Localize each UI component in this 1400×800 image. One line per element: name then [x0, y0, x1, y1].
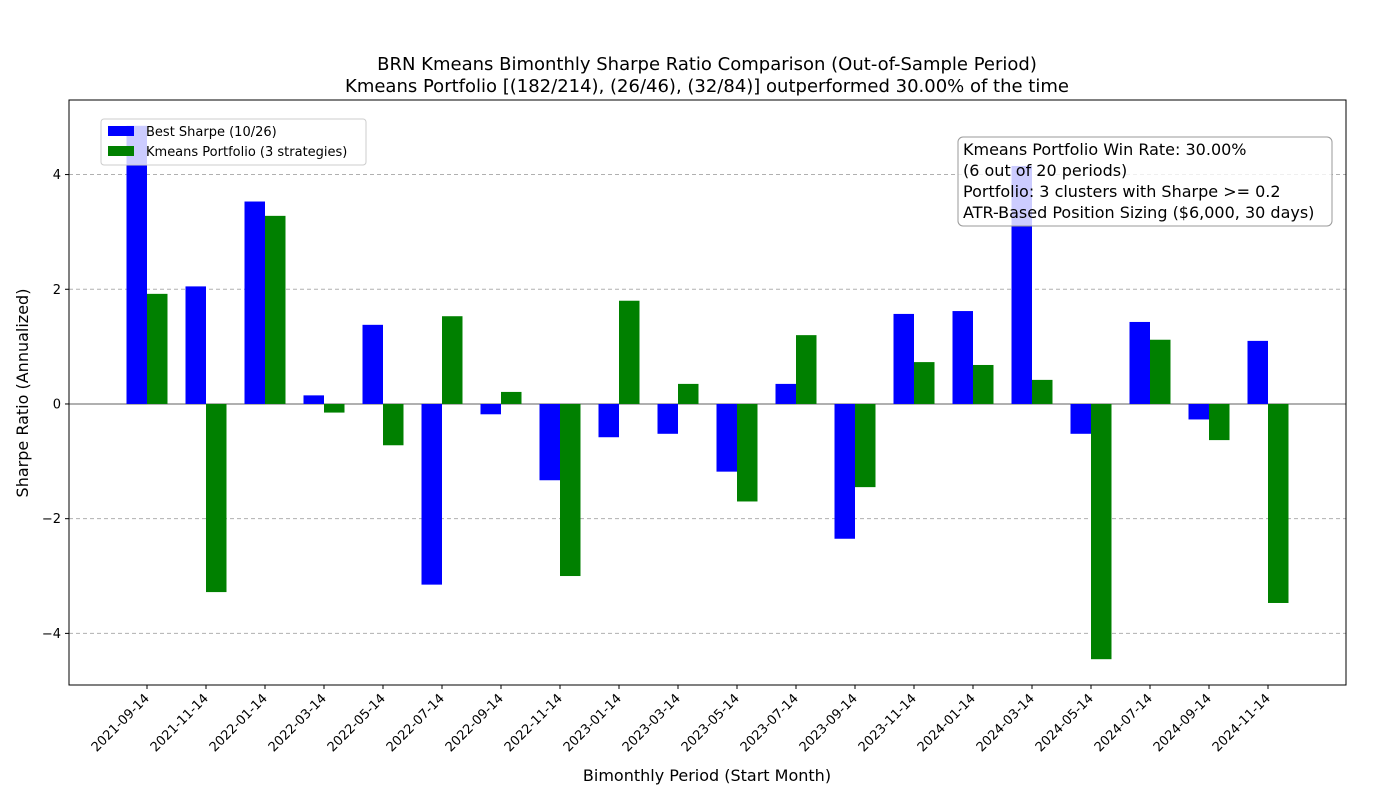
bar-best-sharpe [421, 403, 442, 585]
bar-kmeans-portfolio [1150, 339, 1171, 404]
info-line-position-sizing: ATR-Based Position Sizing ($6,000, 30 da… [963, 203, 1314, 222]
x-tick-label: 2022-01-14 [207, 691, 271, 755]
bar-kmeans-portfolio [796, 335, 817, 404]
x-tick-label: 2022-09-14 [443, 691, 507, 755]
bar-kmeans-portfolio [501, 391, 522, 404]
y-axis-ticks: −4 −2 0 2 4 [42, 168, 69, 642]
x-tick-label: 2022-03-14 [266, 691, 330, 755]
x-tick-label: 2022-11-14 [502, 691, 566, 755]
x-tick-label: 2024-11-14 [1210, 691, 1274, 755]
bar-best-sharpe [244, 201, 265, 404]
bar-kmeans-portfolio [1091, 403, 1112, 660]
chart-title-line1: BRN Kmeans Bimonthly Sharpe Ratio Compar… [377, 54, 1037, 75]
bar-best-sharpe [539, 403, 560, 481]
bar-kmeans-portfolio [147, 293, 168, 404]
x-tick-label: 2021-09-14 [89, 691, 153, 755]
bar-best-sharpe [1188, 403, 1209, 420]
x-tick-label: 2024-03-14 [974, 691, 1038, 755]
bar-best-sharpe [893, 313, 914, 404]
info-line-periods: (6 out of 20 periods) [963, 161, 1127, 180]
bar-kmeans-portfolio [1268, 403, 1289, 603]
y-tick-label: −4 [42, 627, 61, 642]
bar-kmeans-portfolio [914, 362, 935, 404]
bar-kmeans-portfolio [678, 383, 699, 404]
bar-best-sharpe [716, 403, 737, 472]
bar-best-sharpe [775, 383, 796, 404]
bar-kmeans-portfolio [324, 403, 345, 413]
x-tick-label: 2024-01-14 [915, 691, 979, 755]
bar-best-sharpe [303, 395, 324, 404]
bar-kmeans-portfolio [442, 316, 463, 404]
x-tick-label: 2023-11-14 [856, 691, 920, 755]
info-box [957, 136, 1333, 227]
x-tick-label: 2023-03-14 [620, 691, 684, 755]
legend-swatch-best-sharpe [108, 126, 134, 136]
y-axis-label: Sharpe Ratio (Annualized) [13, 289, 32, 498]
bar-kmeans-portfolio [855, 403, 876, 488]
bar-best-sharpe [1247, 340, 1268, 404]
info-annotation: Kmeans Portfolio Win Rate: 30.00% (6 out… [957, 136, 1333, 227]
x-tick-label: 2023-07-14 [738, 691, 802, 755]
x-tick-label: 2024-07-14 [1092, 691, 1156, 755]
chart-title-line2: Kmeans Portfolio [(182/214), (26/46), (3… [345, 76, 1069, 97]
legend: Best Sharpe (10/26) Kmeans Portfolio (3 … [100, 118, 367, 166]
x-tick-label: 2021-11-14 [148, 691, 212, 755]
info-line-win-rate: Kmeans Portfolio Win Rate: 30.00% [963, 140, 1247, 159]
bar-best-sharpe [1129, 321, 1150, 404]
bar-kmeans-portfolio [383, 403, 404, 446]
bar-best-sharpe [362, 324, 383, 404]
y-tick-label: 0 [53, 397, 61, 412]
bar-kmeans-portfolio [1032, 379, 1053, 404]
bar-kmeans-portfolio [737, 403, 758, 502]
bar-kmeans-portfolio [619, 300, 640, 404]
y-tick-label: 4 [53, 168, 61, 183]
legend-box [100, 118, 367, 166]
x-tick-label: 2023-09-14 [797, 691, 861, 755]
x-tick-label: 2024-05-14 [1033, 691, 1097, 755]
bar-best-sharpe [185, 286, 206, 404]
bar-best-sharpe [1070, 403, 1091, 434]
x-axis-label: Bimonthly Period (Start Month) [583, 766, 831, 785]
bar-kmeans-portfolio [206, 403, 227, 593]
legend-swatch-kmeans-portfolio [108, 146, 134, 156]
x-tick-label: 2022-05-14 [325, 691, 389, 755]
bar-best-sharpe [834, 403, 855, 539]
bar-kmeans-portfolio [560, 403, 581, 577]
plot-frame [68, 99, 1347, 686]
bar-kmeans-portfolio [1209, 403, 1230, 441]
x-tick-label: 2022-07-14 [384, 691, 448, 755]
info-line-portfolio: Portfolio: 3 clusters with Sharpe >= 0.2 [963, 182, 1281, 201]
bar-best-sharpe [126, 125, 147, 404]
bar-best-sharpe [598, 403, 619, 438]
x-axis-ticks: 2021-09-142021-11-142022-01-142022-03-14… [89, 685, 1274, 755]
legend-label-kmeans-portfolio: Kmeans Portfolio (3 strategies) [146, 145, 347, 160]
bar-kmeans-portfolio [973, 364, 994, 404]
y-tick-label: −2 [42, 512, 61, 527]
x-tick-label: 2024-09-14 [1151, 691, 1215, 755]
x-tick-label: 2023-01-14 [561, 691, 625, 755]
x-tick-label: 2023-05-14 [679, 691, 743, 755]
bar-best-sharpe [480, 403, 501, 415]
bar-best-sharpe [952, 311, 973, 404]
y-tick-label: 2 [53, 283, 61, 298]
bar-kmeans-portfolio [265, 215, 286, 404]
legend-label-best-sharpe: Best Sharpe (10/26) [146, 125, 277, 140]
bar-best-sharpe [657, 403, 678, 434]
